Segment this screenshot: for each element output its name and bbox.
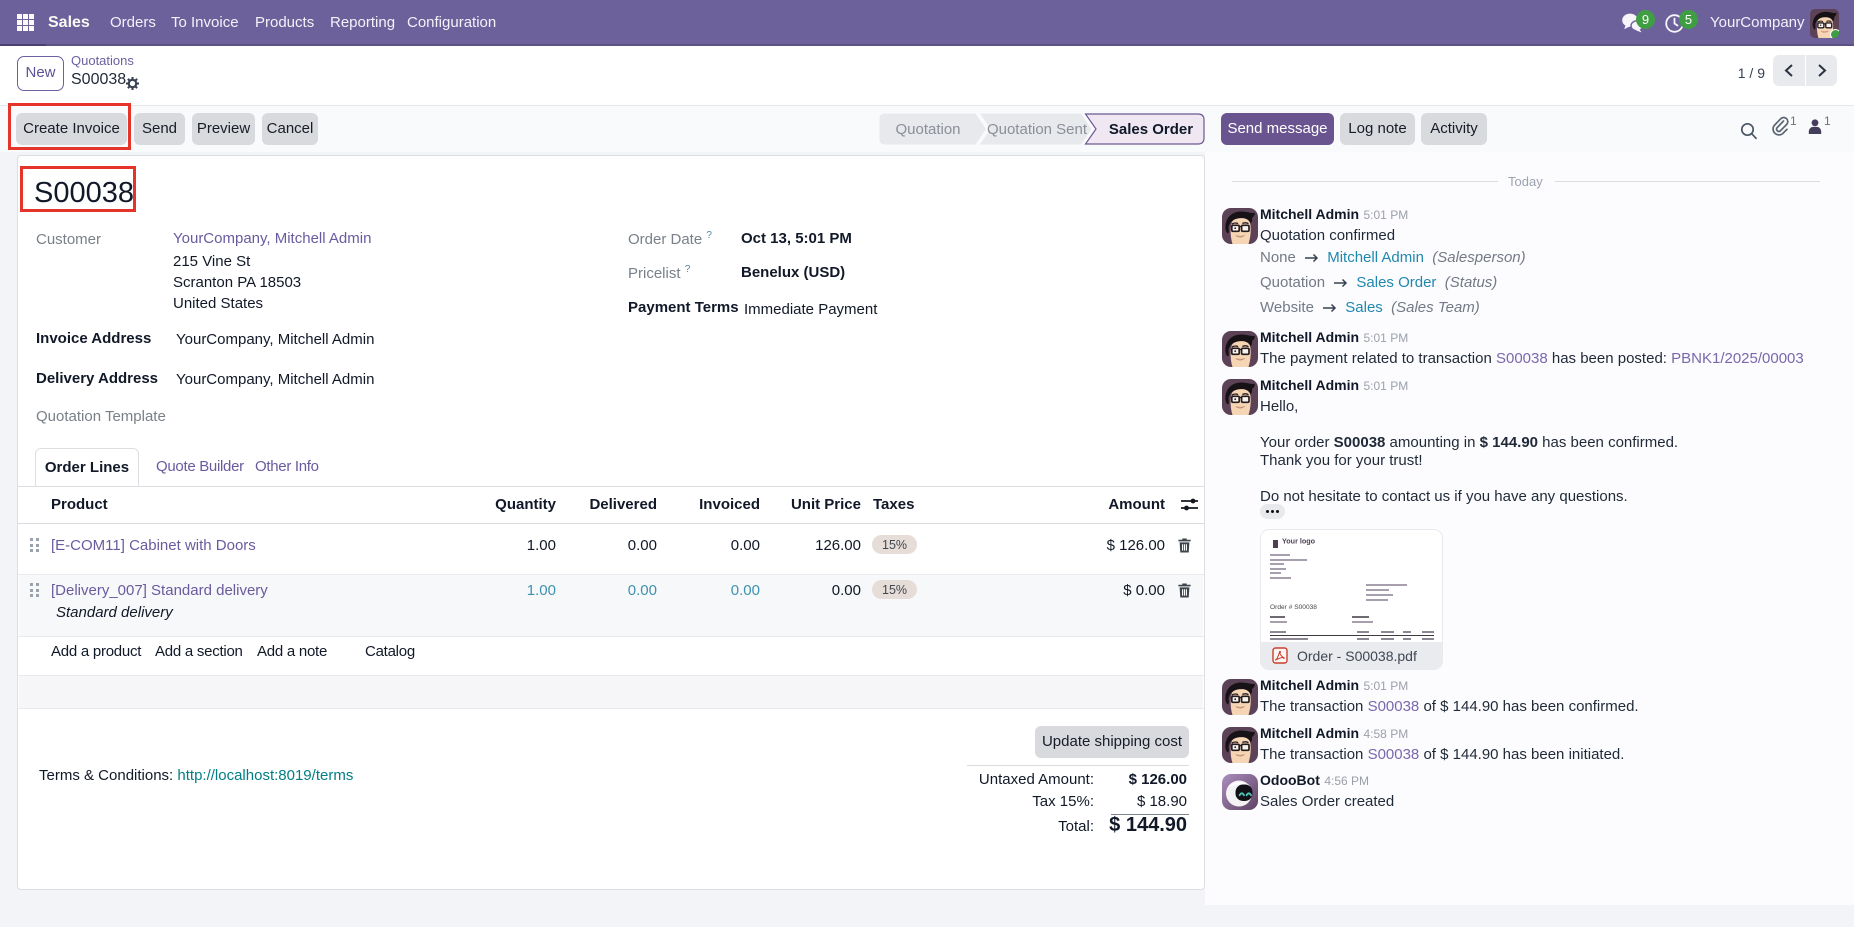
svg-text:Sales Order: Sales Order [1109,121,1193,138]
svg-text:Quotation: Quotation [895,121,960,138]
svg-text:Quotation Sent: Quotation Sent [987,121,1088,138]
